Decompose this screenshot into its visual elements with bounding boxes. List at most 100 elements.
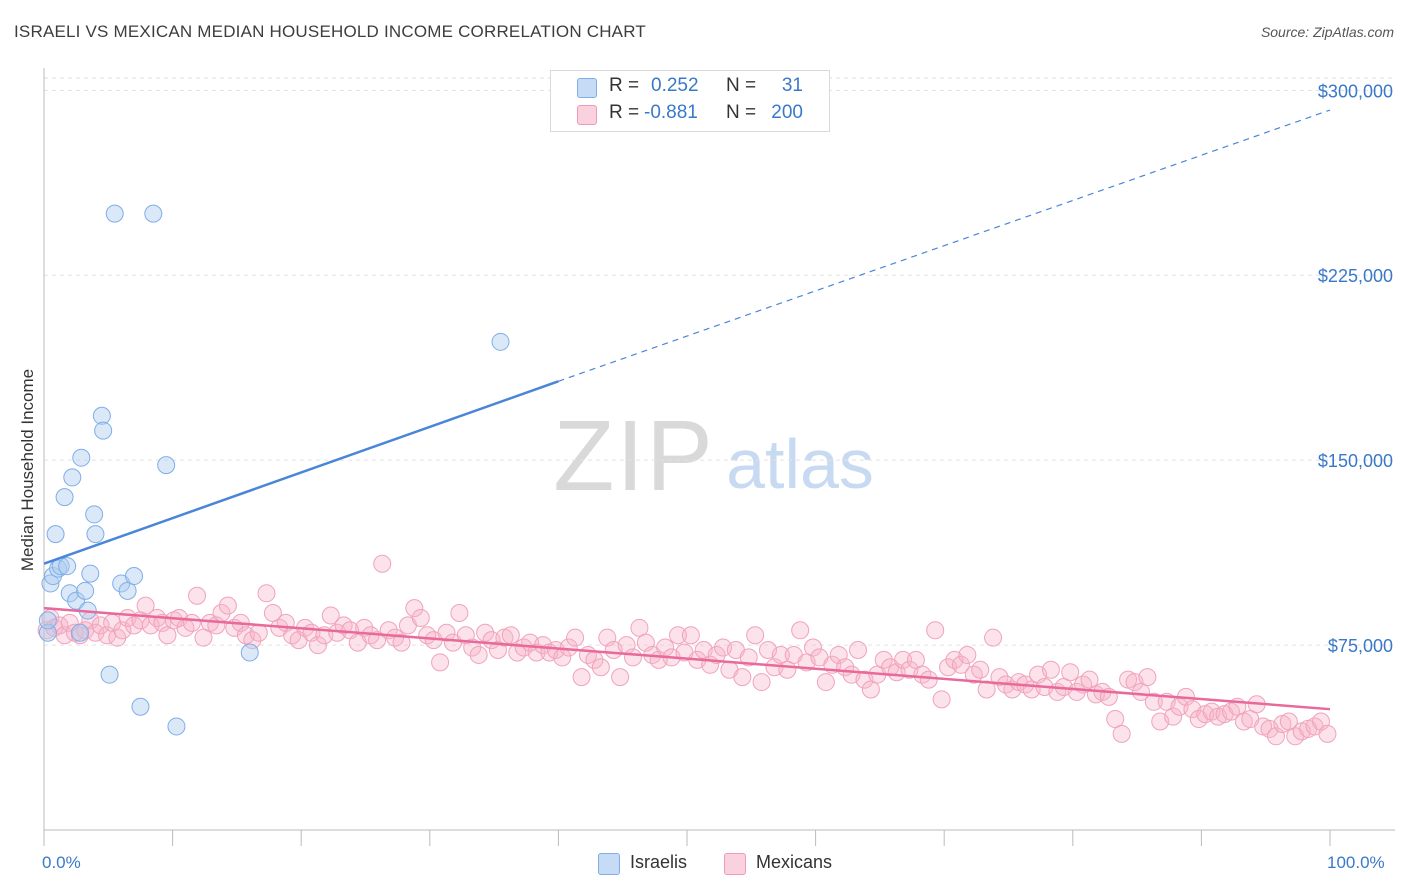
watermark-atlas: atlas — [726, 425, 874, 503]
mexicans-point — [623, 648, 642, 667]
israelis-point — [55, 488, 74, 507]
mexicans-point — [50, 616, 69, 635]
mexicans-point — [566, 628, 585, 647]
israelis-point — [81, 564, 100, 583]
y-tick-label: $225,000 — [1318, 266, 1393, 286]
mexicans-point — [919, 670, 938, 689]
legend-mexicans-swatch — [724, 853, 746, 875]
correlation-legend: R = 0.252 N = 31 R = -0.881 N = 200 — [550, 70, 830, 132]
mexicans-point — [1067, 682, 1086, 701]
mexicans-point — [804, 638, 823, 657]
x-tick-label-min: 0.0% — [42, 853, 81, 872]
y-tick-label: $75,000 — [1328, 636, 1393, 656]
series-legend: Israelis Mexicans — [598, 852, 858, 878]
israelis-point — [167, 717, 186, 736]
n-label: N = — [726, 102, 757, 123]
r-label: R = — [609, 102, 640, 123]
mexicans-point — [411, 608, 430, 627]
israelis-point — [67, 591, 86, 610]
r-value-israelis: 0.252 — [651, 75, 699, 96]
mexicans-point — [501, 626, 520, 645]
mexicans-point — [405, 599, 424, 618]
israelis-point — [38, 611, 57, 630]
mexicans-point — [373, 554, 392, 573]
israelis-point — [60, 584, 79, 603]
israelis-point — [86, 525, 105, 544]
mexicans-point — [308, 636, 327, 655]
israelis-point — [58, 557, 77, 576]
israelis-point — [38, 623, 57, 642]
mexicans-point — [450, 604, 469, 623]
israelis-trend-line — [43, 380, 559, 565]
mexicans-point — [733, 668, 752, 687]
israelis-point — [144, 204, 163, 223]
legend-row-israelis: R = 0.252 N = 31 — [551, 75, 829, 99]
watermark-zip: ZIP — [553, 400, 715, 512]
mexicans-trend-line — [43, 606, 1331, 711]
mexicans-point — [476, 623, 495, 642]
israelis-points — [38, 204, 510, 736]
legend-israelis-label: Israelis — [630, 852, 688, 872]
watermark: ZIP atlas — [553, 400, 874, 512]
israelis-point — [105, 204, 124, 223]
israelis-point — [85, 505, 104, 524]
r-label: R = — [609, 75, 640, 96]
israelis-point — [131, 697, 150, 716]
mexicans-point — [188, 586, 207, 605]
mexicans-point — [591, 658, 610, 677]
israelis-point — [92, 406, 111, 425]
chart-title: ISRAELI VS MEXICAN MEDIAN HOUSEHOLD INCO… — [14, 22, 646, 41]
mexicans-point — [437, 623, 456, 642]
israelis-point — [100, 665, 119, 684]
mexicans-point — [958, 645, 977, 664]
israelis-point — [125, 567, 144, 586]
x-tick-label-max: 100.0% — [1327, 853, 1385, 872]
mexicans-point — [746, 626, 765, 645]
mexicans-point — [257, 584, 276, 603]
mexicans-point — [91, 616, 110, 635]
mexicans-point — [249, 623, 268, 642]
legend-israelis-swatch — [598, 853, 620, 875]
axes — [43, 68, 1395, 846]
gridlines — [44, 77, 1395, 646]
n-value-israelis: 31 — [781, 75, 803, 96]
israelis-point — [94, 421, 113, 440]
mexicans-point — [136, 596, 155, 615]
mexicans-point — [707, 645, 726, 664]
mexicans-point — [681, 626, 700, 645]
mexicans-point — [932, 690, 951, 709]
legend-row-mexicans: R = -0.881 N = 200 — [551, 102, 829, 126]
mexicans-point — [1164, 707, 1183, 726]
israelis-point — [76, 581, 95, 600]
mexicans-point — [392, 633, 411, 652]
israelis-trend-extension — [558, 109, 1331, 382]
mexicans-point — [65, 623, 84, 642]
israelis-point — [240, 643, 259, 662]
mexicans-point — [874, 650, 893, 669]
mexicans-point — [668, 626, 687, 645]
mexicans-point — [164, 611, 183, 630]
mexicans-point — [431, 653, 450, 672]
mexicans-point — [368, 631, 387, 650]
israelis-point — [157, 456, 176, 475]
mexicans-point — [990, 668, 1009, 687]
n-value-mexicans: 200 — [771, 102, 803, 123]
israelis-point — [71, 623, 90, 642]
mexicans-point — [849, 641, 868, 660]
mexicans-point — [1318, 724, 1337, 743]
mexicans-point — [1112, 724, 1131, 743]
mexicans-point — [926, 621, 945, 640]
israelis-point — [72, 448, 91, 467]
mexicans-point — [971, 660, 990, 679]
legend-mexicans-label: Mexicans — [756, 852, 833, 872]
israelis-point — [41, 574, 60, 593]
y-tick-label: $300,000 — [1318, 81, 1393, 101]
trend-lines — [43, 109, 1331, 711]
israelis-point — [46, 525, 65, 544]
mexicans-point — [739, 648, 758, 667]
israelis-point — [63, 468, 82, 487]
mexicans-point — [611, 668, 630, 687]
mexicans-point — [984, 628, 1003, 647]
mexicans-point — [1138, 668, 1157, 687]
